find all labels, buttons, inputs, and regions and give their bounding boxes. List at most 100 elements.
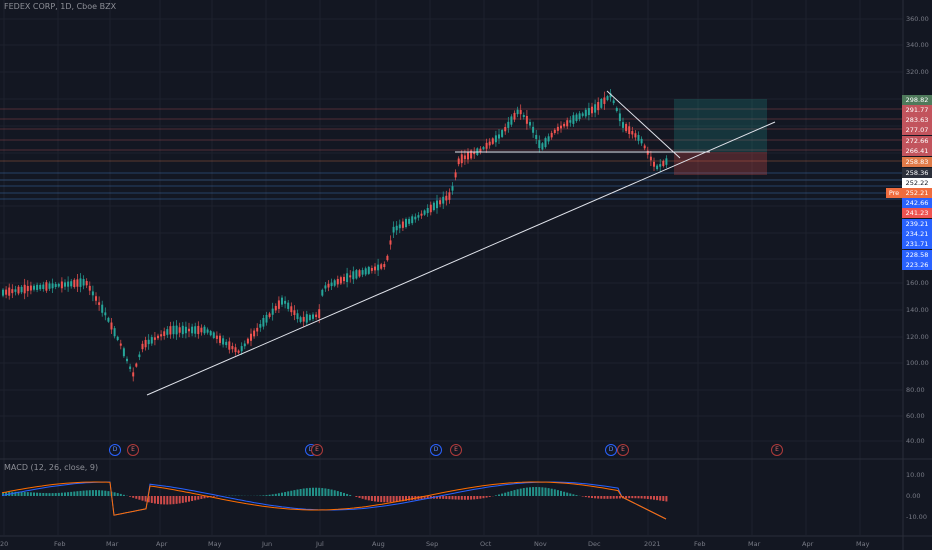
- candle-body: [339, 277, 342, 284]
- candle-body: [26, 285, 29, 292]
- earnings-marker[interactable]: E: [771, 444, 783, 456]
- candle-body: [333, 280, 336, 286]
- macd-histogram-bar: [197, 496, 200, 500]
- earnings-marker[interactable]: E: [127, 444, 139, 456]
- candle-body: [349, 275, 352, 278]
- candle-body: [618, 113, 621, 122]
- macd-histogram-bar: [147, 496, 150, 503]
- macd-histogram-bar: [535, 487, 538, 496]
- candle-body: [553, 129, 556, 134]
- dividend-marker[interactable]: D: [109, 444, 121, 456]
- macd-histogram-bar: [51, 493, 54, 496]
- signal-line: [1, 481, 667, 520]
- macd-histogram-bar: [612, 496, 615, 499]
- candle-body: [643, 145, 646, 149]
- symbol-legend[interactable]: FEDEX CORP, 1D, Cboe BZX: [4, 2, 117, 11]
- macd-histogram-bar: [169, 496, 172, 505]
- candle-body: [287, 302, 290, 309]
- price-level-label: 272.66: [902, 136, 932, 146]
- macd-histogram-bar: [488, 496, 491, 497]
- macd-histogram-bar: [287, 491, 290, 496]
- candle-body: [268, 313, 271, 317]
- earnings-marker[interactable]: E: [311, 444, 323, 456]
- candle-body: [367, 266, 370, 274]
- macd-histogram-bar: [191, 496, 194, 501]
- macd-histogram-bar: [144, 496, 147, 502]
- macd-axis-tick: -10.00: [906, 513, 927, 521]
- candle-body: [73, 279, 76, 288]
- macd-histogram-bar: [172, 496, 175, 505]
- candle-body: [138, 354, 141, 358]
- macd-histogram-bar: [597, 496, 600, 499]
- macd-histogram-bar: [420, 496, 423, 500]
- candle-body: [166, 329, 169, 335]
- macd-histogram-bar: [14, 491, 17, 496]
- macd-histogram-bar: [510, 490, 513, 496]
- macd-histogram-bar: [361, 496, 364, 499]
- macd-histogram-bar: [439, 496, 442, 499]
- time-axis-tick: Apr: [802, 540, 814, 548]
- earnings-marker[interactable]: E: [617, 444, 629, 456]
- time-axis-tick: Mar: [106, 540, 119, 548]
- candle-body: [386, 255, 389, 261]
- candle-body: [662, 161, 665, 166]
- macd-histogram-bar: [631, 496, 634, 499]
- macd-legend[interactable]: MACD (12, 26, close, 9): [4, 463, 99, 472]
- macd-histogram-bar: [560, 490, 562, 496]
- earnings-marker[interactable]: E: [450, 444, 462, 456]
- time-axis-tick: Nov: [534, 540, 547, 548]
- candle-body: [212, 332, 215, 339]
- candle-body: [88, 285, 91, 291]
- candle-body: [637, 134, 640, 141]
- candle-body: [454, 172, 457, 178]
- time-axis-tick: Jul: [316, 540, 324, 548]
- candle-body: [609, 93, 612, 98]
- macd-histogram-bar: [556, 490, 559, 496]
- macd-histogram-bar: [29, 492, 32, 496]
- macd-histogram-bar: [587, 496, 590, 498]
- macd-histogram-bar: [653, 496, 655, 500]
- candle-body: [398, 224, 401, 229]
- macd-histogram-bar: [569, 493, 572, 496]
- macd-histogram-bar: [315, 487, 318, 496]
- candle-body: [439, 200, 442, 205]
- dividend-marker[interactable]: D: [430, 444, 442, 456]
- candle-body: [122, 348, 125, 357]
- macd-histogram-bar: [665, 496, 668, 502]
- time-axis-tick: Feb: [54, 540, 66, 548]
- macd-histogram-bar: [153, 496, 156, 504]
- macd-histogram-bar: [277, 493, 280, 496]
- macd-histogram-bar: [265, 495, 268, 496]
- macd-histogram-bar: [194, 496, 197, 501]
- candle-body: [129, 366, 132, 369]
- candle-body: [95, 296, 97, 301]
- candle-body: [203, 326, 206, 334]
- price-level-label: 231.71: [902, 239, 932, 249]
- candle-body: [321, 289, 324, 296]
- candle-body: [271, 308, 274, 315]
- macd-histogram-bar: [20, 491, 23, 496]
- macd-histogram-bar: [584, 496, 587, 498]
- macd-histogram-bar: [442, 496, 445, 499]
- dividend-marker[interactable]: D: [605, 444, 617, 456]
- candle-body: [163, 331, 166, 336]
- candle-body: [17, 286, 20, 294]
- time-axis-tick: Mar: [748, 540, 761, 548]
- macd-histogram-bar: [532, 487, 535, 496]
- time-axis-tick: May: [856, 540, 870, 548]
- candle-body: [420, 213, 423, 216]
- price-level-label: 242.66: [902, 198, 932, 208]
- macd-histogram-bar: [327, 488, 330, 496]
- macd-histogram-bar: [82, 490, 85, 496]
- time-axis-tick: Dec: [588, 540, 601, 548]
- candle-body: [209, 331, 212, 336]
- candle-body: [45, 282, 48, 291]
- candle-body: [206, 329, 209, 333]
- candle-body: [460, 154, 463, 164]
- macd-histogram-bar: [262, 495, 265, 496]
- candle-body: [305, 314, 308, 323]
- candle-body: [197, 325, 200, 335]
- macd-histogram-bar: [618, 496, 621, 499]
